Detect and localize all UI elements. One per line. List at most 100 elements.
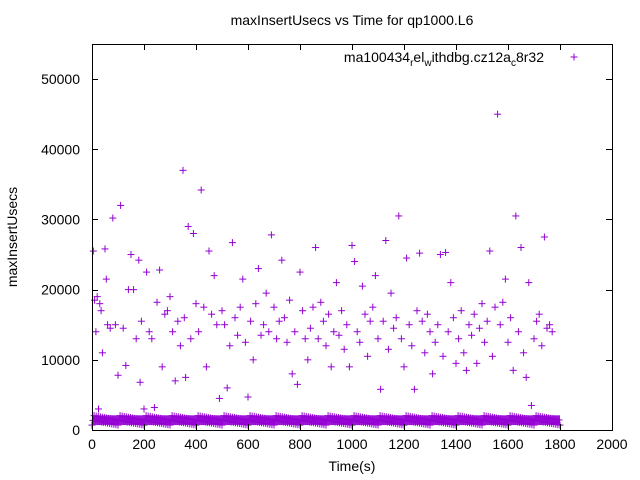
data-point (332, 279, 340, 287)
data-point-dense (478, 421, 486, 429)
data-point (512, 212, 520, 220)
data-point (444, 328, 452, 336)
data-point (538, 342, 546, 350)
x-tick-label: 600 (236, 436, 260, 452)
data-point (304, 356, 312, 364)
data-point (213, 321, 221, 329)
data-point (548, 328, 556, 336)
data-point (457, 307, 465, 315)
data-point (397, 335, 405, 343)
data-point (353, 328, 361, 336)
data-point (200, 303, 208, 311)
data-point (260, 321, 268, 329)
data-point (301, 335, 309, 343)
data-point (299, 307, 307, 315)
data-point (509, 366, 517, 374)
data-point (340, 345, 348, 353)
data-point (314, 335, 322, 343)
data-point (473, 359, 481, 367)
data-point (163, 307, 171, 315)
data-point (418, 317, 426, 325)
legend-label-subscript: c (511, 58, 516, 69)
data-point (265, 328, 273, 336)
data-point (122, 361, 130, 369)
data-point (104, 321, 112, 329)
data-point (382, 237, 390, 245)
data-point (273, 335, 281, 343)
legend-marker-plus (570, 53, 578, 61)
data-point (148, 335, 156, 343)
x-tick-label: 1400 (440, 436, 471, 452)
data-point-dense (166, 421, 174, 429)
data-point (234, 331, 242, 339)
data-point (455, 335, 463, 343)
data-point (106, 324, 114, 332)
data-point (171, 377, 179, 385)
data-point (439, 352, 447, 360)
legend-marker (570, 53, 578, 61)
data-point (143, 268, 151, 276)
data-point (109, 214, 117, 222)
data-point (434, 321, 442, 329)
data-point (514, 328, 522, 336)
data-point (291, 328, 299, 336)
data-point (546, 321, 554, 329)
data-point (501, 275, 509, 283)
data-point (447, 279, 455, 287)
data-point (241, 338, 249, 346)
data-point (535, 310, 543, 318)
data-point (413, 307, 421, 315)
data-point (293, 380, 301, 388)
data-point (267, 231, 275, 239)
data-point (97, 307, 105, 315)
data-point (494, 110, 502, 118)
y-tick-label: 10000 (41, 352, 80, 368)
data-point (416, 249, 424, 257)
data-point-dense (374, 421, 382, 429)
x-tick-label: 800 (288, 436, 312, 452)
axis-ticks (92, 44, 613, 431)
data-point (254, 265, 262, 273)
legend-label-part: ithdbg.cz12a (432, 49, 512, 65)
data-point (135, 256, 143, 264)
data-point (351, 258, 359, 266)
data-point (252, 300, 260, 308)
data-point (410, 385, 418, 393)
chart-title: maxInsertUsecs vs Time for qp1000.L6 (231, 12, 474, 28)
data-point (257, 331, 265, 339)
data-point (452, 359, 460, 367)
data-point (325, 310, 333, 318)
data-point (270, 303, 278, 311)
data-point (327, 363, 335, 371)
data-point-dense (426, 421, 434, 429)
data-point (436, 251, 444, 259)
data-point (530, 335, 538, 343)
data-point (379, 317, 387, 325)
data-point (366, 317, 374, 325)
legend-label-subscript: w (423, 58, 432, 69)
data-point (504, 338, 512, 346)
data-point (127, 251, 135, 259)
data-point (137, 317, 145, 325)
data-point (140, 405, 148, 413)
data-points (88, 110, 564, 429)
data-point (361, 310, 369, 318)
data-point (275, 317, 283, 325)
data-point (247, 317, 255, 325)
data-point (522, 373, 530, 381)
data-point (496, 321, 504, 329)
data-point (426, 328, 434, 336)
data-point (262, 289, 270, 297)
x-tick-label: 1000 (336, 436, 367, 452)
x-tick-label: 1200 (388, 436, 419, 452)
data-point (161, 310, 169, 318)
data-point (130, 286, 138, 294)
data-point (364, 352, 372, 360)
data-point (374, 335, 382, 343)
data-point (111, 321, 119, 329)
data-point (369, 303, 377, 311)
data-point-dense (530, 421, 538, 429)
data-point (481, 338, 489, 346)
data-point (478, 300, 486, 308)
x-tick-label: 1800 (544, 436, 575, 452)
